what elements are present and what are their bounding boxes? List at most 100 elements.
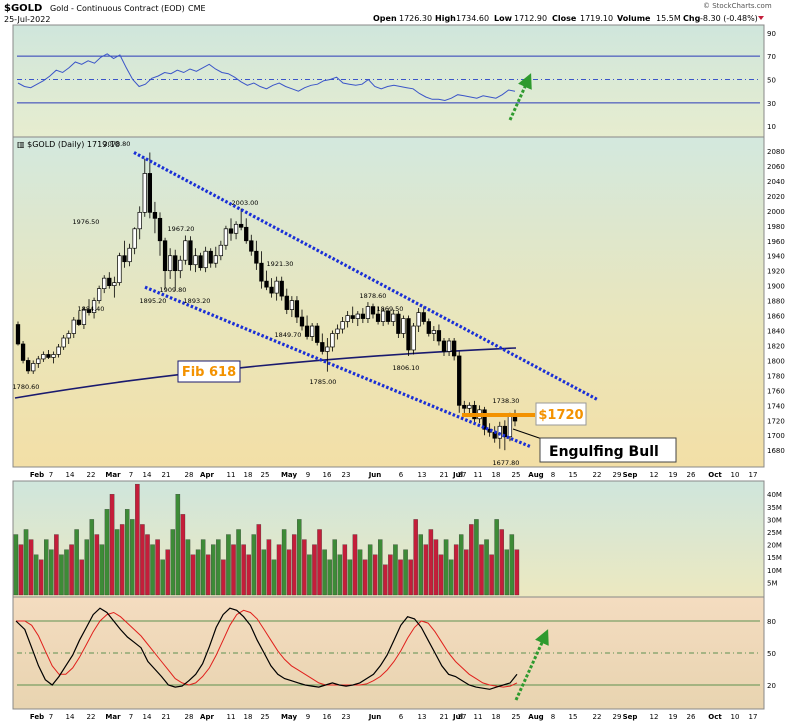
- candle-body: [157, 217, 163, 242]
- open-label: Open: [373, 14, 397, 23]
- volume-bar: [160, 559, 165, 596]
- volume-bar: [266, 539, 272, 596]
- stoch-x-tick-label: 18: [244, 713, 253, 721]
- volume-bar: [38, 559, 44, 596]
- price-x-tick-label: 10: [731, 471, 740, 479]
- volume-bar: [372, 554, 378, 596]
- volume-bar: [403, 549, 408, 596]
- price-annotation: 1976.50: [73, 218, 100, 226]
- stoch-tick-label: 20: [767, 682, 776, 690]
- price-x-tick-label: 25: [261, 471, 270, 479]
- price-x-tick-label: Jun: [368, 471, 382, 479]
- price-tick-label: 1720: [767, 417, 785, 425]
- volume-bar: [165, 549, 170, 596]
- price-x-tick-label: Sep: [623, 471, 638, 479]
- candle-body: [46, 354, 51, 358]
- stoch-x-tick-label: May: [281, 713, 297, 721]
- volume-bar: [241, 544, 246, 596]
- price-x-tick-label: 14: [143, 471, 152, 479]
- candle-body: [370, 306, 376, 315]
- candle-body: [340, 321, 345, 330]
- price-tick-label: 1880: [767, 298, 785, 306]
- price-annotation: 1895.20: [140, 297, 167, 305]
- volume-bar: [216, 539, 221, 596]
- price-x-tick-label: 17: [749, 471, 758, 479]
- candle-body: [81, 309, 87, 325]
- candle-body: [117, 255, 122, 283]
- volume-bar: [357, 549, 363, 596]
- stoch-x-tick-label: Feb: [30, 713, 44, 721]
- price-x-tick-label: 7: [129, 471, 133, 479]
- candle-body: [218, 244, 224, 257]
- volume-bar: [89, 519, 95, 596]
- candle-body: [451, 340, 457, 357]
- volume-bar: [337, 554, 343, 596]
- stochastic-panel: 80 50 20: [12, 596, 776, 710]
- candle-body: [304, 325, 310, 337]
- rsi-line: [17, 53, 516, 102]
- price-x-tick-label: May: [281, 471, 297, 479]
- candle-body: [147, 173, 153, 213]
- candle-body: [96, 288, 102, 301]
- volume-bar: [469, 524, 474, 596]
- stoch-x-tick-label: 15: [569, 713, 578, 721]
- price-tick-label: 2060: [767, 163, 785, 171]
- candle-body: [284, 295, 289, 310]
- price-annotation: 1780.60: [13, 383, 40, 391]
- volume-tick-label: 25M: [767, 529, 782, 537]
- fib-618-curve: [14, 347, 517, 399]
- candle-body: [25, 360, 31, 372]
- price-tick-label: 1780: [767, 372, 785, 380]
- volume-bar: [33, 554, 39, 596]
- volume-bar: [327, 559, 332, 596]
- stoch-x-tick-label: 19: [669, 713, 678, 721]
- fib-label: Fib 618: [182, 365, 236, 380]
- candle-body: [76, 319, 82, 325]
- rsi-tick-label: 90: [767, 30, 776, 38]
- candle-body: [457, 355, 462, 406]
- watermark: © StockCharts.com: [703, 2, 772, 10]
- volume-tick-label: 10M: [767, 567, 782, 575]
- price-tick-label: 1860: [767, 313, 785, 321]
- candle-body: [289, 300, 295, 310]
- volume-bar: [413, 519, 418, 596]
- rsi-tick-label: 50: [767, 77, 776, 85]
- candle-body: [233, 223, 239, 234]
- volume-bar: [464, 549, 469, 596]
- candle-body: [188, 240, 193, 266]
- chart-date: 25-Jul-2022: [4, 15, 50, 24]
- rsi-tick-label: 70: [767, 53, 776, 61]
- price-annotation: 2003.00: [232, 199, 259, 207]
- candle-body: [213, 255, 218, 264]
- price-tick-label: 1740: [767, 402, 785, 410]
- price-x-tick-label: 14: [66, 471, 75, 479]
- volume-bar: [499, 529, 504, 596]
- volume-tick-label: 35M: [767, 504, 782, 512]
- volume-bar: [291, 534, 297, 596]
- volume-bar: [236, 529, 241, 596]
- volume-bar: [352, 534, 358, 596]
- price-x-tick-label: 25: [512, 471, 521, 479]
- price-x-tick-label: 26: [687, 471, 696, 479]
- volume-bar: [383, 564, 388, 596]
- stoch-x-tick-label: 22: [87, 713, 96, 721]
- stoch-x-tick-label: 27: [458, 713, 467, 721]
- candle-body: [507, 415, 513, 438]
- stoch-x-tick-label: 14: [66, 713, 75, 721]
- price-panel-bg: [12, 136, 765, 468]
- candle-body: [325, 346, 330, 352]
- candle-body: [315, 325, 320, 343]
- price-tick-label: 2080: [767, 148, 785, 156]
- candle-body: [20, 343, 26, 361]
- candle-body: [132, 228, 137, 249]
- volume-bar: [170, 529, 176, 596]
- price-x-tick-label: Mar: [105, 471, 121, 479]
- price-x-tick-label: 22: [593, 471, 602, 479]
- volume-bar: [443, 539, 449, 596]
- stoch-x-tick-label: Apr: [200, 713, 214, 721]
- price-annotation: 1878.60: [360, 292, 387, 300]
- open-value: 1726.30: [399, 14, 432, 23]
- stoch-tick-label: 80: [767, 618, 776, 626]
